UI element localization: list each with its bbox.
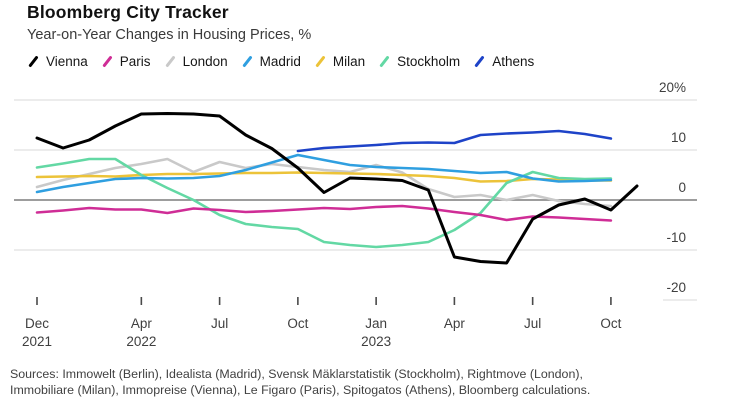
x-axis-label-month: Dec [25,316,49,331]
y-axis-label--10: -10 [666,230,686,245]
series-line-paris [35,204,613,222]
y-axis-label-20: 20% [659,80,686,95]
x-axis-label-year: 2022 [126,334,156,349]
sources-line-1: Sources: Immowelt (Berlin), Idealista (M… [10,367,583,381]
legend-label: London [182,54,228,69]
x-axis-label-month: Oct [600,316,621,331]
series-line-athens [296,129,613,153]
chart-subtitle: Year-on-Year Changes in Housing Prices, … [27,27,312,43]
x-axis-label-month: Apr [444,316,466,331]
legend-label: Madrid [259,54,301,69]
legend-label: Vienna [46,54,88,69]
x-axis-label-month: Jul [211,316,228,331]
legend-item-madrid: Madrid [241,54,301,69]
x-axis-label-month: Jul [524,316,541,331]
y-axis-label--20: -20 [666,280,686,295]
x-axis-label-month: Oct [287,316,308,331]
legend-item-paris: Paris [101,54,151,69]
x-axis-label-year: 2021 [22,334,52,349]
x-axis-label-month: Jan [365,316,387,331]
y-axis-label-10: 10 [671,130,686,145]
legend-label: Athens [492,54,535,69]
sources-line-2: Immobiliare (Milan), Immopreise (Vienna)… [10,383,591,398]
series-line-vienna [35,112,639,265]
legend-item-vienna: Vienna [27,54,88,69]
x-axis-label-month: Apr [131,316,153,331]
x-axis-label-year: 2023 [361,334,391,349]
chart-legend: Vienna Paris London Madrid Milan Stockholm Ath… [27,54,534,69]
legend-label: Stockholm [397,54,461,69]
series-line-stockholm [35,157,613,249]
legend-label: Paris [119,54,151,69]
legend-item-milan: Milan [314,54,365,69]
sources-note: Sources: Immowelt (Berlin), Idealista (M… [10,366,726,399]
y-axis-label-0: 0 [678,180,686,195]
legend-item-london: London [164,54,228,69]
page-title: Bloomberg City Tracker [27,2,229,22]
legend-item-stockholm: Stockholm [378,54,460,69]
line-chart-plot: 20% 10 0 -10 -20 Dec 2021 Apr 2022 Jul Oct Jan 2023 A… [14,80,697,349]
legend-item-athens: Athens [473,54,534,69]
legend-label: Milan [332,54,366,69]
series-line-madrid [35,153,613,194]
series-line-london [35,157,613,208]
